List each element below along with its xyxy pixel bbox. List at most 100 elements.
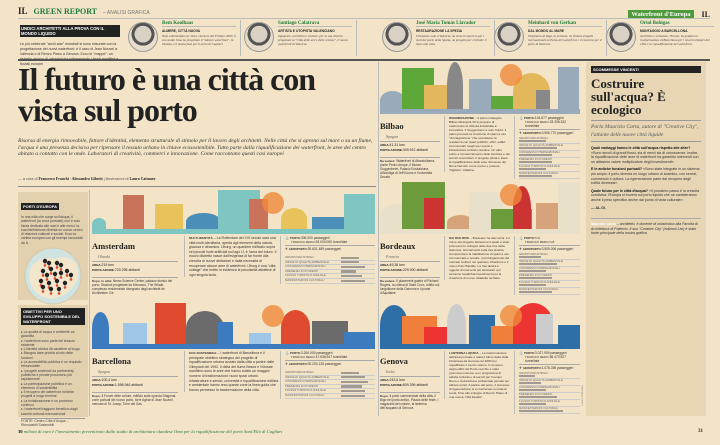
indicator-bar (340, 265, 366, 269)
indicator-label: FLUSSO TURISTICO ANNUALE (285, 273, 326, 278)
pop-value: 1.598.946 abitanti (114, 383, 143, 387)
city-text: Bordeaux Francia AREA:49,36 km² POPOLAZIONE… (380, 236, 580, 300)
city-country: Spagna (386, 134, 398, 139)
freight-label: TRAFFICO MERCI: (525, 120, 550, 124)
map-pin[interactable] (44, 272, 50, 281)
map-pin[interactable] (64, 268, 70, 277)
city-area: AREA:219 km² (92, 261, 178, 267)
footer-note: 30 milioni di euro è l'investimento prev… (18, 429, 282, 434)
airport-value: 1.078.396 passeggeri (541, 366, 574, 370)
sun-shape (261, 192, 284, 214)
section-title: GREEN REPORT (33, 7, 98, 16)
port-value: 306.000 passeggeri (300, 236, 330, 240)
map-pin[interactable] (54, 278, 60, 287)
map-pin[interactable] (58, 270, 64, 279)
qa-item: Quali vantaggi hanno le città sull'acqua… (591, 146, 701, 164)
indicator-row: MANIFESTAZIONI CULTURALI (519, 287, 580, 295)
indicator-row: PRESENZA DI STUDENTI (285, 269, 375, 275)
freight-value: 56.470.527 tonnellate (525, 355, 567, 363)
area-value: 219 km² (101, 263, 115, 267)
goals-source: FONTE: Centro Città d'Acqua – Rinnovabil… (21, 417, 85, 428)
city-bilbao: Bilbao Spagna AREA:41,31 km² POPOLAZIONE:34… (380, 62, 580, 182)
footer-text: milioni di euro è l'investimento prevent… (23, 429, 283, 434)
goal-text: La rivitalizzazione è un processo contin… (21, 398, 73, 408)
places-label: Dopo: (92, 394, 101, 398)
indicator-label: PRESENZA DI STUDENTI (519, 273, 553, 277)
building-shape (343, 332, 375, 345)
building-shape (123, 195, 145, 230)
indicator-bar (340, 390, 366, 393)
map-pin[interactable] (58, 262, 64, 271)
kicker: MULTI-IDENTITÀ (189, 236, 213, 240)
map-pin[interactable] (46, 260, 52, 269)
indicator-label: MANIFESTAZIONI CULTURALI (519, 287, 559, 291)
indicator-label: MANIFESTAZIONI CULTURALI (519, 406, 559, 410)
places-text: Il placement gastro di Richard Rogers, l… (380, 279, 440, 295)
area-label: AREA: (380, 143, 390, 147)
goal-item: ▸ L'identità storica dà carattere al luo… (21, 347, 85, 351)
lead-paragraph: Risorsa di energia rinnovabile, fattore … (18, 138, 373, 158)
indicator-bar (340, 380, 369, 384)
indicator-list: GRUPPI INDUSTRIALI INDICE DI QUALITÀ AMBI… (285, 370, 375, 399)
architect-card: Meinhard von Gerkan DAL MONDO AL MARE Orig… (494, 20, 606, 56)
city-population: POPOLAZIONE:609.399 abitanti (380, 383, 440, 387)
port-label: PORTO: (290, 236, 301, 240)
indicator-row: FLUSSO TURISTICO ANNUALE (519, 399, 580, 407)
sun-shape (500, 184, 522, 206)
building-shape (186, 213, 222, 230)
map-pin[interactable] (54, 260, 60, 269)
map-pin[interactable] (48, 286, 54, 295)
area-label: AREA: (92, 378, 102, 382)
area-label: AREA: (92, 263, 102, 267)
map-pin[interactable] (56, 286, 62, 295)
answer: «Sono secoli di grandi flussi, sia di me… (591, 150, 699, 164)
port-label: PORTO: (524, 351, 535, 355)
building-shape (123, 323, 148, 345)
indicator-label: GRUPPI INDUSTRIALI (285, 255, 314, 260)
europe-map[interactable] (21, 247, 85, 305)
indicator-bar (340, 279, 366, 282)
map-pin[interactable] (42, 258, 48, 267)
indicator-bar (519, 375, 536, 378)
map-pin[interactable] (68, 272, 74, 281)
map-pin[interactable] (48, 266, 54, 275)
pop-label: POPOLAZIONE: (380, 383, 403, 387)
plane-icon: ✈ (285, 362, 289, 366)
airport-value: 39.631.489 passeggeri (307, 247, 342, 251)
indicator-label: FLUSSO TURISTICO ANNUALE (519, 399, 560, 403)
map-pin[interactable] (40, 284, 46, 293)
indicator-label: GRUPPI INDUSTRIALI (519, 252, 548, 256)
credits-authors: Francesco Franchi · Alessandro Giberti (38, 177, 103, 181)
port-stat: ⚓ PORTO:n.d. (519, 236, 580, 240)
port-label: PORTO: (524, 236, 535, 240)
indicator-label: FLUSSO TURISTICO ANNUALE (519, 164, 560, 168)
architect-card: Oriol Bohigas MONTAGGIO A BARCELLONA Archi… (606, 20, 718, 56)
indicator-label: MANIFESTAZIONI CULTURALI (285, 278, 325, 283)
sun-shape (500, 64, 522, 86)
map-pin[interactable] (38, 278, 44, 287)
building-shape (446, 304, 466, 345)
airport-stat: ✈ AEROPORTO:39.631.489 passeggeri (285, 245, 375, 251)
architect-role: ALMERE, CITTÀ NUOVA (162, 29, 201, 33)
indicator-bar (519, 284, 547, 287)
indicator-row: INDICE DI QUALITÀ AMBIENTALE (519, 378, 580, 386)
indicator-row: MANIFESTAZIONI CULTURALI (519, 171, 580, 179)
indicator-row: PRESENZA DI STUDENTI (519, 157, 580, 165)
architect-portrait (128, 22, 158, 52)
map-pin[interactable] (40, 268, 46, 277)
map-pin[interactable] (52, 271, 58, 280)
building-shape (535, 90, 550, 110)
city-info: Bordeaux Francia AREA:49,36 km² POPOLAZIONE… (380, 236, 440, 295)
freight-value: n.d. (549, 240, 556, 244)
building-shape (380, 91, 405, 110)
map-pin[interactable] (62, 280, 68, 289)
interview-tag: SCOMMESSE VINCENTI (591, 66, 701, 73)
indicator-bar (519, 410, 563, 413)
answer: «Sono state integrate in un sistema più … (591, 167, 700, 186)
city-name: Genova (380, 356, 408, 366)
city-info: Genova Italia AREA:243,6 km² POPOLAZIONE:60… (380, 351, 440, 410)
indicator-row: CONGRESSI INTERNAZIONALI (519, 385, 580, 393)
port-value: 3.260.000 passeggeri (300, 351, 333, 355)
indicator-label: MANIFESTAZIONI CULTURALI (519, 171, 559, 175)
map-tag: PORTI D'EUROPA (21, 203, 59, 210)
